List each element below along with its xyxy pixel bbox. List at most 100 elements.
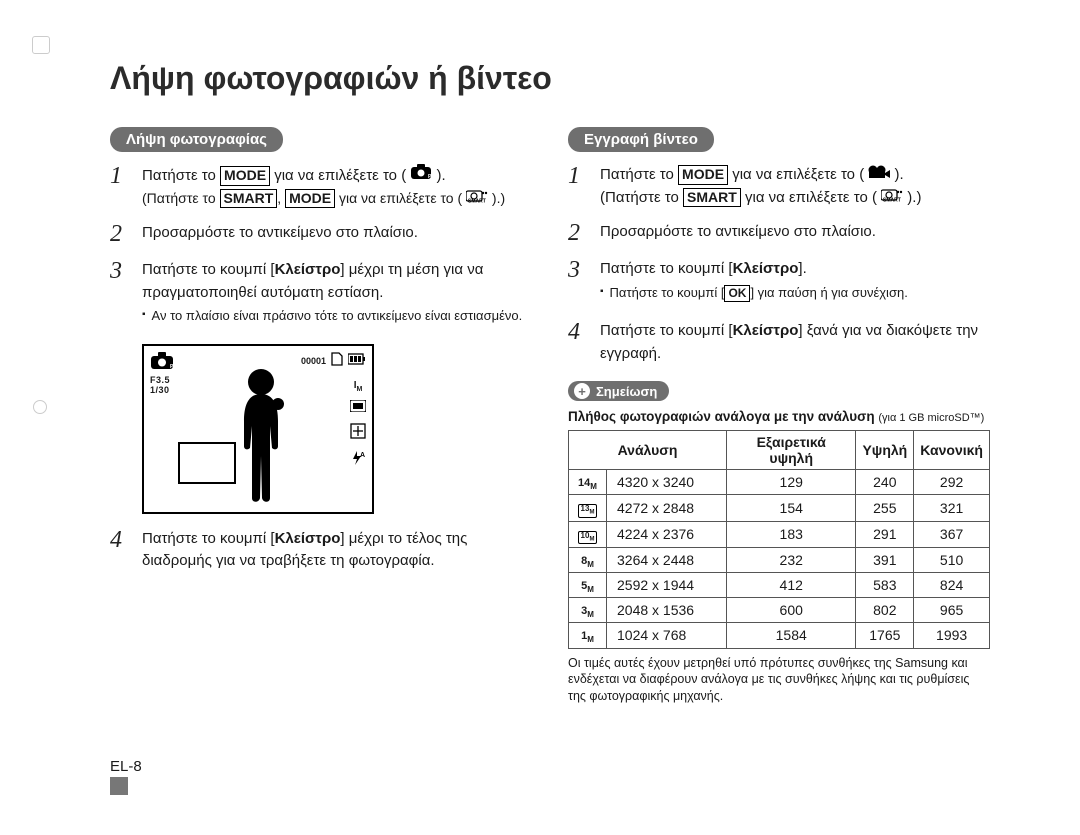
text: Πατήστε το κουμπί [ (142, 261, 275, 278)
table-row: 3M2048 x 1536600802965 (569, 598, 990, 623)
shutter-bold: Κλείστρο (733, 260, 799, 277)
text: ). (895, 166, 904, 183)
size-1m-icon: IM (354, 380, 363, 393)
table-row: 13M4272 x 2848154255321 (569, 495, 990, 521)
battery-icon (348, 352, 366, 370)
binding-holes (28, 0, 52, 835)
cell-value: 1993 (914, 623, 990, 648)
plus-icon: + (574, 383, 590, 399)
step-body: Πατήστε το κουμπί [Κλείστρο] μέχρι το τέ… (142, 528, 532, 573)
cell-value: 965 (914, 598, 990, 623)
cell-value: 154 (727, 495, 856, 521)
col-fine: Υψηλή (856, 431, 914, 470)
step-number: 4 (568, 320, 590, 365)
text: για να επιλέξετε το ( (745, 189, 881, 206)
text: Πατήστε το κουμπί [ (600, 322, 733, 339)
cell-value: 1584 (727, 623, 856, 648)
svg-text:A: A (360, 452, 365, 459)
size-icon-1m: 1M (569, 623, 607, 648)
step-body: Προσαρμόστε το αντικείμενο στο πλαίσιο. (142, 222, 532, 247)
cell-value: 183 (727, 521, 856, 547)
table-row: 10M4224 x 2376183291367 (569, 521, 990, 547)
cell-value: 255 (856, 495, 914, 521)
svg-text:SMART: SMART (468, 198, 486, 203)
text: Πατήστε το κουμπί [ (142, 530, 275, 547)
step-number: 3 (568, 258, 590, 308)
cell-value: 240 (856, 470, 914, 495)
text: Πατήστε το (600, 166, 678, 183)
left-heading-pill: Λήψη φωτογραφίας (110, 127, 283, 152)
note-pill: + Σημείωση (568, 381, 669, 401)
text: (Πατήστε το (142, 190, 220, 206)
camera-lcd-screenshot: P F3.5 1/30 00001 IM A (142, 344, 374, 514)
step-body: Πατήστε το κουμπί [Κλείστρο] μέχρι τη μέ… (142, 259, 532, 332)
text: για να επιλέξετε το ( (732, 166, 868, 183)
size-icon-14m: 14M (569, 470, 607, 495)
focus-rectangle (178, 442, 236, 484)
col-resolution: Ανάλυση (569, 431, 727, 470)
top-right-status: 00001 (301, 352, 366, 371)
note-label: Σημείωση (596, 384, 657, 399)
cell-resolution: 2048 x 1536 (607, 598, 727, 623)
col-superfine: Εξαιρετικά υψηλή (727, 431, 856, 470)
col-normal: Κανονική (914, 431, 990, 470)
cell-value: 510 (914, 547, 990, 572)
right-status-icons: IM A (350, 380, 366, 471)
shutter-value: 1/30 (150, 386, 170, 396)
ok-button-label: OK (724, 285, 750, 302)
size-icon-3m: 3M (569, 598, 607, 623)
cell-resolution: 4320 x 3240 (607, 470, 727, 495)
size-icon-13m-wide: 13M (569, 495, 607, 521)
step-body: Πατήστε το κουμπί [Κλείστρο] ξανά για να… (600, 320, 990, 365)
mode-button-label: MODE (678, 165, 728, 185)
mode-button-label: MODE (220, 166, 270, 186)
left-step-4: 4 Πατήστε το κουμπί [Κλείστρο] μέχρι το … (110, 528, 532, 573)
svg-text:P: P (428, 174, 432, 180)
cell-value: 129 (727, 470, 856, 495)
text: , (277, 190, 285, 206)
cell-value: 291 (856, 521, 914, 547)
exposure-readout: F3.5 1/30 (150, 376, 170, 396)
cell-resolution: 2592 x 1944 (607, 572, 727, 597)
smart-button-label: SMART (683, 188, 741, 208)
step-number: 2 (110, 222, 132, 247)
right-step-1: 1 Πατήστε το MODE για να επιλέξετε το ( … (568, 164, 990, 209)
video-icon (868, 166, 890, 183)
camera-p-icon: P (410, 167, 432, 184)
page-number: EL-8 (110, 758, 142, 795)
right-step-2: 2 Προσαρμόστε το αντικείμενο στο πλαίσιο… (568, 221, 990, 246)
step-body: Πατήστε το MODE για να επιλέξετε το ( ).… (600, 164, 990, 209)
cell-resolution: 3264 x 2448 (607, 547, 727, 572)
sd-icon (330, 352, 344, 371)
text: (Πατήστε το (600, 189, 683, 206)
size-icon-8m: 8M (569, 547, 607, 572)
text: ). (437, 167, 446, 184)
mode-button-label: MODE (285, 189, 335, 209)
text: ] για παύση ή για συνέχιση. (750, 285, 907, 300)
table-row: 8M3264 x 2448232391510 (569, 547, 990, 572)
page: Λήψη φωτογραφιών ή βίντεο Λήψη φωτογραφί… (110, 60, 990, 705)
cell-value: 1765 (856, 623, 914, 648)
cell-value: 367 (914, 521, 990, 547)
cell-resolution: 4224 x 2376 (607, 521, 727, 547)
smart-icon: SMART (466, 190, 488, 206)
person-silhouette-icon (226, 366, 296, 511)
text: Πατήστε το κουμπί [ (600, 260, 733, 277)
flash-auto-icon: A (350, 450, 366, 471)
page-number-bar (110, 777, 128, 795)
cell-resolution: 4272 x 2848 (607, 495, 727, 521)
text: για να επιλέξετε το ( (274, 167, 410, 184)
cell-value: 391 (856, 547, 914, 572)
table-row: 5M2592 x 1944412583824 (569, 572, 990, 597)
right-step-4: 4 Πατήστε το κουμπί [Κλείστρο] ξανά για … (568, 320, 990, 365)
cell-resolution: 1024 x 768 (607, 623, 727, 648)
table-head: Ανάλυση Εξαιρετικά υψηλή Υψηλή Κανονική (569, 431, 990, 470)
bullet-text: Αν το πλαίσιο είναι πράσινο τότε το αντι… (152, 306, 523, 326)
cell-value: 321 (914, 495, 990, 521)
table-body: 14M4320 x 324012924029213M4272 x 2848154… (569, 470, 990, 648)
svg-text:SMART: SMART (883, 197, 901, 202)
caption-sub: (για 1 GB microSD™) (878, 412, 984, 424)
cell-value: 292 (914, 470, 990, 495)
focus-icon (350, 423, 366, 444)
left-step-2: 2 Προσαρμόστε το αντικείμενο στο πλαίσιο… (110, 222, 532, 247)
